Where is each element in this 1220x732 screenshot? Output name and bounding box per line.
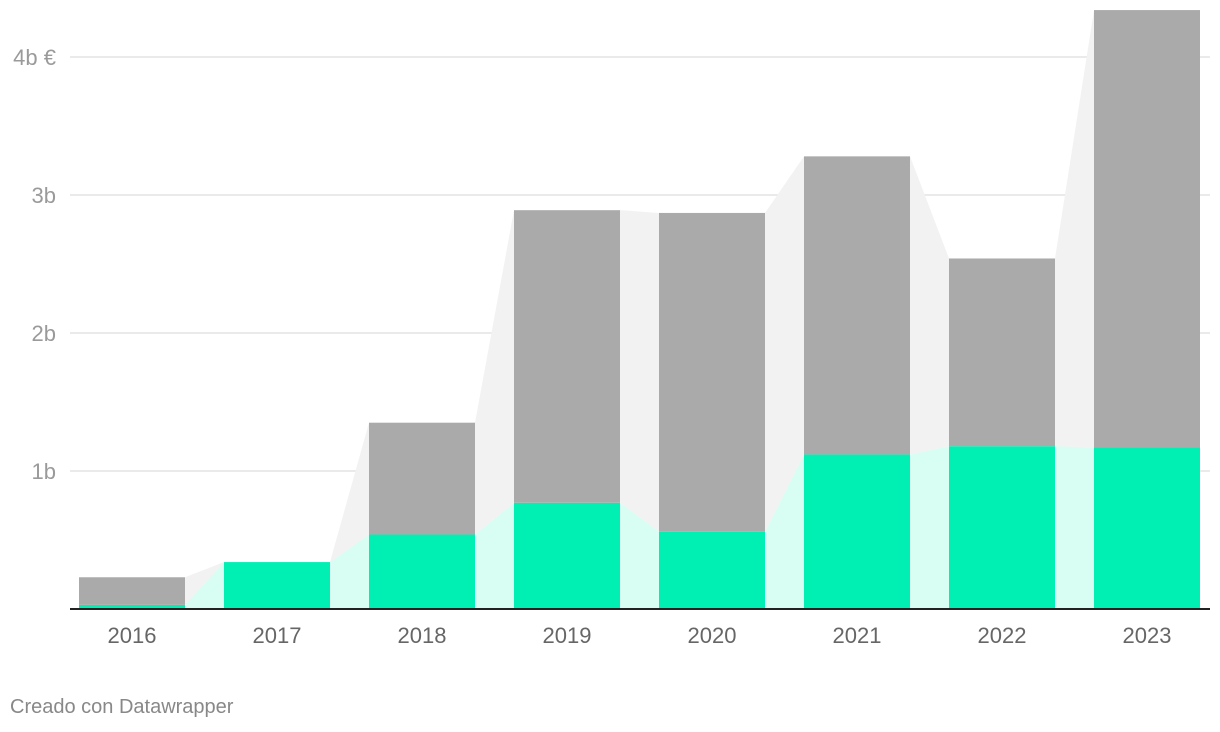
bar-upper-segment [659,212,765,532]
connector-area-upper [910,156,949,455]
bar-lower-segment [949,446,1055,609]
x-tick-label: 2023 [1123,623,1172,648]
connector-area-upper [185,562,224,605]
connector-area-lower [1055,446,1094,609]
y-tick-label: 2b [32,321,56,346]
bar-upper-segment [369,422,475,535]
x-tick-label: 2018 [398,623,447,648]
bar-lower-segment [79,604,185,609]
bar-lower-segment [224,562,330,609]
stacked-bar-chart: 1b 2b 3b 4b € 2016 2017 2018 2019 2020 2021 2022 20… [13,10,1210,648]
y-tick-label: 4b € [13,45,56,70]
bar-upper-segment [804,156,910,455]
x-tick-label: 2016 [108,623,157,648]
credit-text[interactable]: Creado con Datawrapper [10,696,234,718]
x-tick-label: 2021 [833,623,882,648]
bar-lower-segment [369,534,475,609]
bar-lower-segment [514,502,620,609]
connector-area-lower [910,446,949,609]
y-tick-label: 1b [32,459,56,484]
connector-area-upper [1055,10,1094,448]
connector-area-lower [185,562,224,609]
bar-lower-segment [1094,447,1200,609]
connector-area-upper [620,210,659,532]
bar-upper-segment [1094,10,1200,448]
connector-area-lower [475,502,514,609]
bar-lower-segment [804,454,910,609]
bar-upper-segment [949,258,1055,447]
connector-area-lower [330,534,369,609]
x-tick-label: 2022 [978,623,1027,648]
connector-area-upper [330,422,369,563]
bar-lower-segment [659,531,765,609]
bar-upper-segment [79,577,185,605]
x-tick-label: 2020 [688,623,737,648]
x-tick-label: 2019 [543,623,592,648]
connector-area-lower [620,502,659,609]
connector-area-lower [765,454,804,609]
y-tick-label: 3b [32,183,56,208]
connector-area-upper [765,156,804,532]
x-tick-label: 2017 [253,623,302,648]
bar-upper-segment [514,210,620,503]
connector-area-upper [475,210,514,535]
